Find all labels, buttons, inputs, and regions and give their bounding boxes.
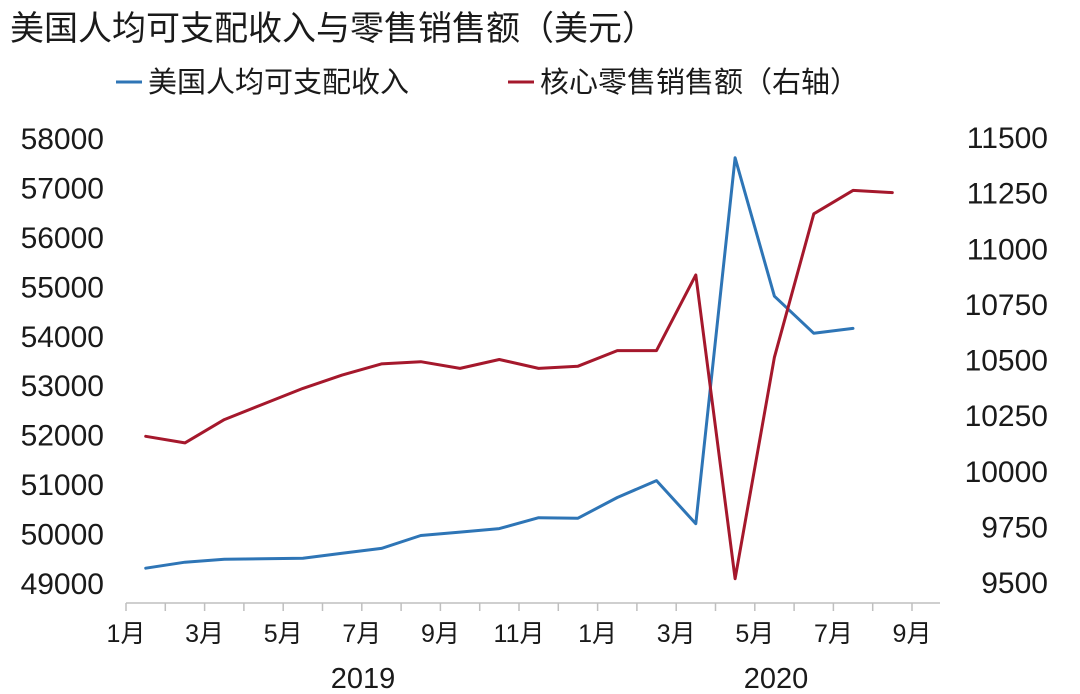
left-tick-label: 54000	[21, 321, 104, 354]
series-line-income	[144, 156, 855, 570]
legend: 美国人均可支配收入 核心零售销售额（右轴）	[116, 65, 859, 99]
right-tick-label: 10000	[965, 456, 1048, 489]
left-tick-label: 51000	[21, 469, 104, 502]
x-tick-label: 5月	[264, 620, 303, 648]
right-tick-label: 9750	[981, 511, 1048, 544]
left-tick-label: 55000	[21, 271, 104, 304]
x-tick-label: 7月	[814, 620, 853, 648]
legend-label-retail: 核心零售销售额（右轴）	[540, 65, 859, 99]
x-tick-label: 9月	[421, 620, 460, 648]
year-label-2020: 2020	[744, 663, 809, 694]
right-tick-label: 10500	[965, 345, 1048, 378]
x-tick-label: 5月	[735, 620, 774, 648]
legend-label-income: 美国人均可支配收入	[148, 65, 409, 99]
left-tick-label: 52000	[21, 420, 104, 453]
year-label-2019: 2019	[331, 663, 396, 694]
x-tick-label: 11月	[494, 620, 545, 648]
right-tick-label: 9500	[981, 567, 1048, 600]
x-tick-label: 1月	[578, 620, 617, 648]
series-line-retail	[144, 188, 894, 581]
x-tick-label: 9月	[893, 620, 932, 648]
right-tick-label: 11000	[967, 233, 1048, 266]
left-axis-ticks: 58000 57000 56000 55000 54000 53000 52000 51000…	[21, 123, 104, 601]
right-tick-label: 11250	[967, 178, 1048, 211]
right-axis-ticks: 11500 11250 11000 10750 10500 10250 10000 9750 9…	[965, 122, 1048, 600]
left-tick-label: 50000	[21, 519, 104, 552]
right-tick-label: 11500	[967, 122, 1048, 155]
right-tick-label: 10250	[965, 400, 1048, 433]
left-tick-label: 53000	[21, 370, 104, 403]
x-tick-label: 7月	[342, 620, 381, 648]
chart-title: 美国人均可支配收入与零售销售额（美元）	[10, 9, 656, 49]
left-tick-label: 49000	[21, 568, 104, 601]
left-tick-label: 57000	[21, 172, 104, 205]
left-tick-label: 56000	[21, 222, 104, 255]
x-tick-label: 3月	[185, 620, 224, 648]
x-tick-label: 3月	[657, 620, 696, 648]
x-tick-label: 1月	[107, 620, 146, 648]
series-lines	[144, 156, 894, 581]
x-axis-ticks: 1月 3月 5月 7月 9月 11月 1月 3月 5月 7月 9月	[107, 603, 932, 648]
left-tick-label: 58000	[21, 123, 104, 156]
right-tick-label: 10750	[965, 289, 1048, 322]
